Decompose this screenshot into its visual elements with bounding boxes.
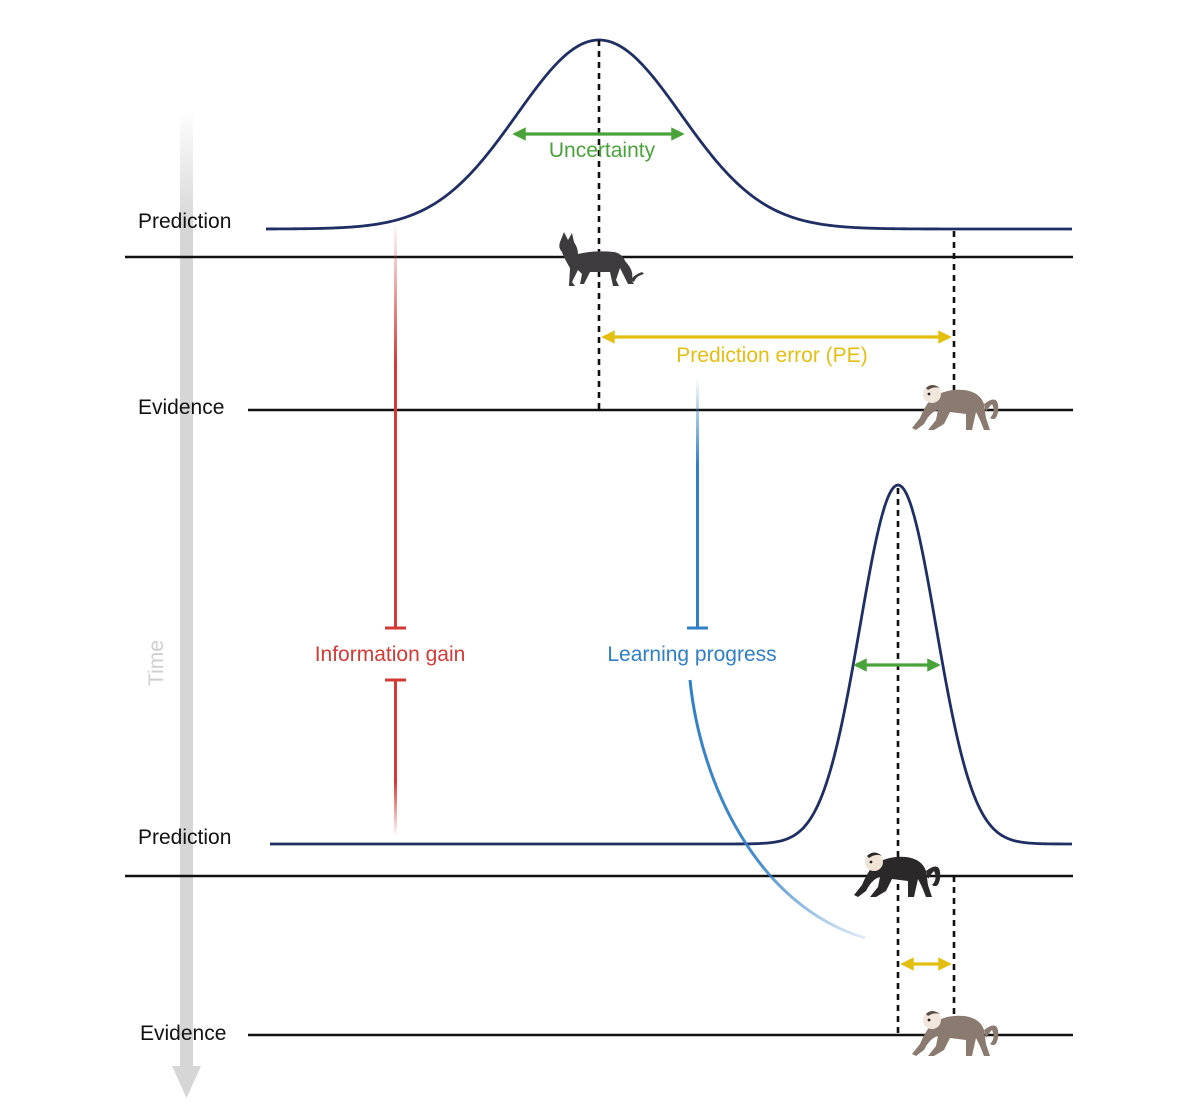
capuchin-monkey-icon [912,385,999,430]
prediction-error-label: Prediction error (PE) [676,344,867,367]
cat-icon [559,232,644,286]
information-gain-indicator [385,222,406,836]
information-gain-label: Information gain [315,643,466,666]
prediction-curve-wide [266,38,1072,231]
prediction-curve-narrow [270,483,1072,846]
evidence-label-top: Evidence [138,396,224,419]
dashed-guides [597,40,956,1035]
uncertainty-label: Uncertainty [549,139,656,162]
prediction-label-bottom: Prediction [138,826,231,849]
learning-progress-indicator [687,378,866,940]
black-capuchin-monkey-icon [854,852,941,897]
capuchin-monkey-icon-bottom [912,1011,999,1056]
learning-progress-label: Learning progress [607,643,776,666]
time-arrow [172,110,201,1098]
evidence-label-bottom: Evidence [140,1022,226,1045]
time-label: Time [145,640,168,686]
prediction-label-top: Prediction [138,210,231,233]
